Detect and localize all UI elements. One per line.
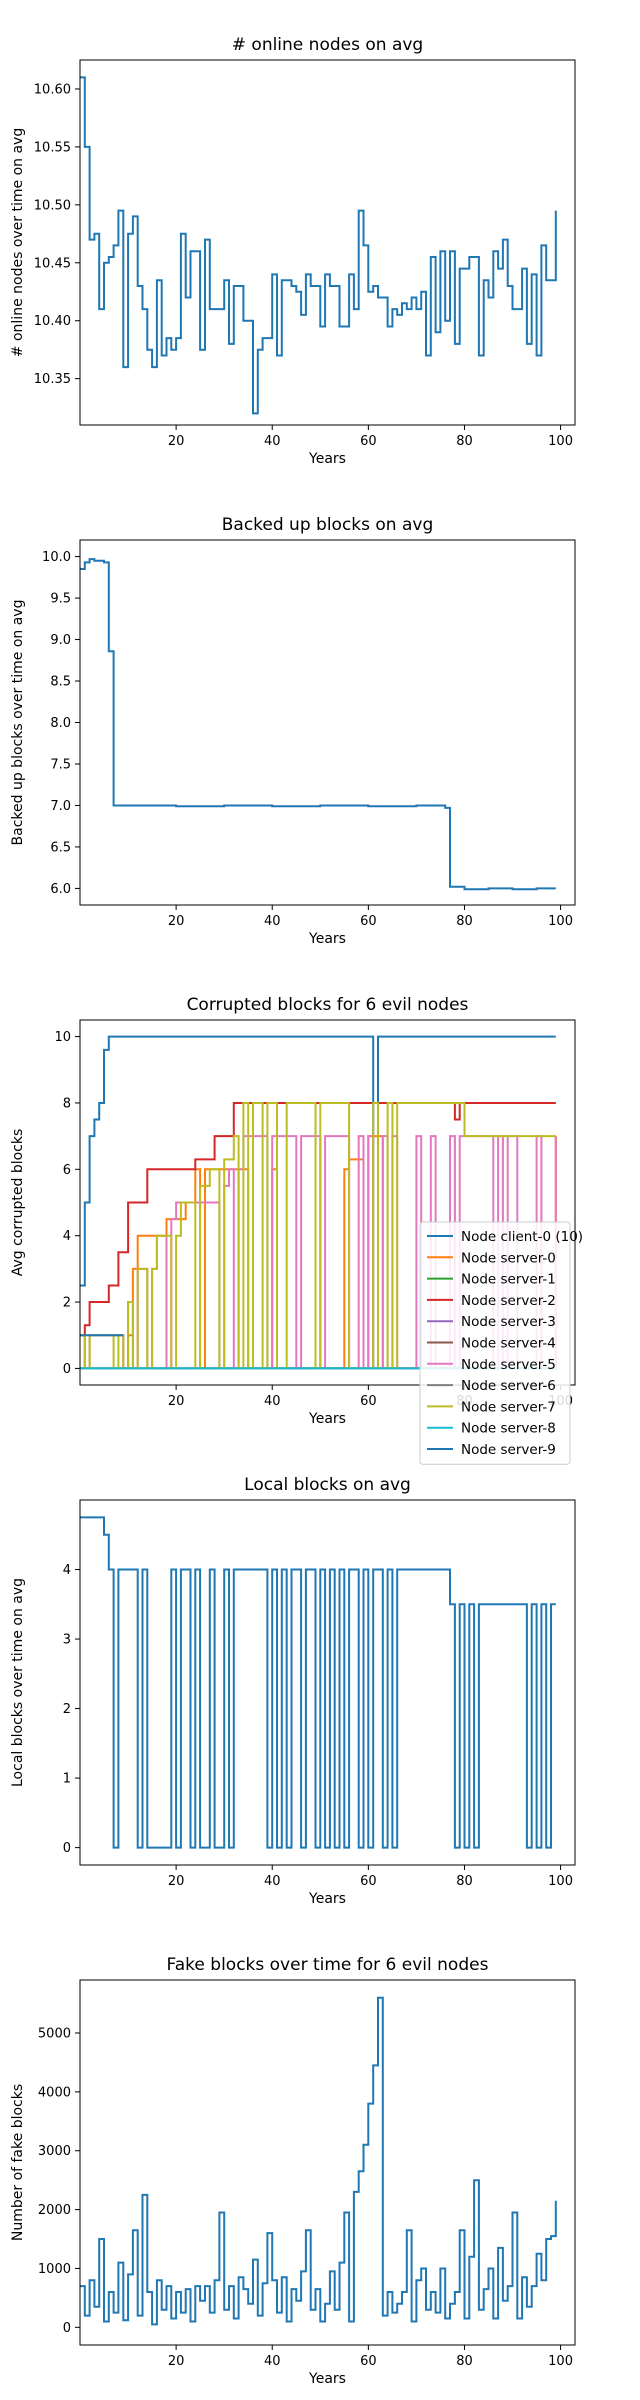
legend-entry: Node server-7 xyxy=(461,1399,556,1415)
y-tick-label: 7.0 xyxy=(50,799,71,814)
chart-title: Fake blocks over time for 6 evil nodes xyxy=(167,1955,489,1975)
legend-entry: Node server-3 xyxy=(461,1314,556,1330)
y-tick-label: 4 xyxy=(63,1229,71,1244)
chart-panel-5: Fake blocks over time for 6 evil nodes 20… xyxy=(10,1955,576,2387)
x-axis-label: Years xyxy=(308,2371,346,2387)
x-tick-label: 100 xyxy=(548,914,573,929)
legend-entry: Node server-8 xyxy=(461,1421,556,1437)
x-tick-label: 80 xyxy=(456,2354,473,2369)
legend: Node client-0 (10) Node server-0 Node serv… xyxy=(419,1221,583,1465)
legend-entry: Node server-1 xyxy=(461,1272,556,1288)
x-tick-label: 80 xyxy=(456,914,473,929)
y-tick-label: 1 xyxy=(63,1772,71,1787)
y-tick-label: 2 xyxy=(63,1702,71,1717)
y-tick-label: 10.40 xyxy=(34,314,71,329)
y-axis-label: # online nodes over time on avg xyxy=(10,128,26,357)
y-tick-label: 0 xyxy=(63,1841,71,1856)
y-tick-label: 4000 xyxy=(38,2085,71,2100)
y-axis-label: Backed up blocks over time on avg xyxy=(10,600,26,846)
x-tick-label: 100 xyxy=(548,1874,573,1889)
x-tick-label: 20 xyxy=(168,1394,185,1409)
plot-frame xyxy=(79,1979,576,2346)
x-tick-label: 60 xyxy=(360,1874,377,1889)
x-axis-label: Years xyxy=(308,451,346,467)
y-axis-label: Avg corrupted blocks xyxy=(10,1129,26,1277)
chart-title: Corrupted blocks for 6 evil nodes xyxy=(187,995,469,1015)
y-tick-label: 10 xyxy=(54,1030,71,1045)
chart-title: Backed up blocks on avg xyxy=(222,515,434,535)
y-tick-label: 3 xyxy=(63,1633,71,1648)
x-tick-label: 20 xyxy=(168,914,185,929)
y-tick-label: 9.0 xyxy=(50,633,71,648)
legend-entry: Node client-0 (10) xyxy=(461,1229,583,1245)
y-tick-label: 6 xyxy=(63,1163,71,1178)
legend-entry: Node server-5 xyxy=(461,1357,556,1373)
y-tick-label: 10.45 xyxy=(34,256,71,271)
y-tick-label: 8 xyxy=(63,1096,71,1111)
x-tick-label: 100 xyxy=(548,2354,573,2369)
y-tick-label: 8.0 xyxy=(50,716,71,731)
y-tick-label: 7.5 xyxy=(50,757,71,772)
x-tick-label: 40 xyxy=(264,2354,281,2369)
y-tick-label: 10.0 xyxy=(42,550,71,565)
legend-entry: Node server-6 xyxy=(461,1378,556,1394)
plot-frame xyxy=(79,1019,576,1386)
chart-title: # online nodes on avg xyxy=(232,35,423,55)
y-tick-label: 6.0 xyxy=(50,882,71,897)
y-tick-label: 2000 xyxy=(38,2203,71,2218)
y-tick-label: 10.60 xyxy=(34,82,71,97)
x-tick-label: 60 xyxy=(360,1394,377,1409)
y-tick-label: 10.50 xyxy=(34,198,71,213)
x-tick-label: 80 xyxy=(456,434,473,449)
legend-entry: Node server-4 xyxy=(461,1336,556,1352)
x-tick-label: 60 xyxy=(360,2354,377,2369)
x-tick-label: 100 xyxy=(548,434,573,449)
x-axis-label: Years xyxy=(308,931,346,947)
x-axis-label: Years xyxy=(308,1891,346,1907)
series-line-1 xyxy=(80,76,557,415)
x-tick-label: 40 xyxy=(264,434,281,449)
x-tick-label: 40 xyxy=(264,1874,281,1889)
y-tick-label: 6.5 xyxy=(50,840,71,855)
y-tick-label: 4 xyxy=(63,1563,71,1578)
y-axis-label: Number of fake blocks xyxy=(10,2084,26,2241)
plot-frame xyxy=(79,59,576,426)
y-axis-label: Local blocks over time on avg xyxy=(10,1578,26,1787)
chart-title: Local blocks on avg xyxy=(244,1475,411,1495)
y-tick-label: 1000 xyxy=(38,2262,71,2277)
x-tick-label: 20 xyxy=(168,2354,185,2369)
x-tick-label: 40 xyxy=(264,1394,281,1409)
series-line-1 xyxy=(80,1516,556,1849)
y-tick-label: 9.5 xyxy=(50,592,71,607)
x-tick-label: 80 xyxy=(456,1874,473,1889)
plot-frame xyxy=(79,1499,576,1866)
chart-panel-2: Backed up blocks on avg 20 40 60 80 100 6.0 6.5… xyxy=(10,515,576,947)
legend-entry: Node server-2 xyxy=(461,1293,556,1309)
legend-box xyxy=(419,1221,571,1465)
y-tick-label: 0 xyxy=(63,1362,71,1377)
chart-panel-4: Local blocks on avg 20 40 60 80 100 0 1 2 3 4 Years… xyxy=(10,1475,576,1907)
legend-entry: Node server-0 xyxy=(461,1250,556,1266)
series-line-1 xyxy=(80,1996,557,2326)
x-axis-label: Years xyxy=(308,1411,346,1427)
y-tick-label: 8.5 xyxy=(50,675,71,690)
chart-panel-3: Corrupted blocks for 6 evil nodes2040608… xyxy=(10,995,583,1465)
x-tick-label: 20 xyxy=(168,1874,185,1889)
y-tick-label: 0 xyxy=(63,2321,71,2336)
legend-entry: Node server-9 xyxy=(461,1442,556,1458)
x-tick-label: 60 xyxy=(360,914,377,929)
y-tick-label: 3000 xyxy=(38,2144,71,2159)
y-tick-label: 10.55 xyxy=(34,140,71,155)
chart-panel-1: # online nodes on avg 20 40 60 80 100 10.35 10.… xyxy=(10,35,576,467)
x-tick-label: 40 xyxy=(264,914,281,929)
series-line-1 xyxy=(80,558,556,891)
y-tick-label: 5000 xyxy=(38,2026,71,2041)
x-tick-label: 60 xyxy=(360,434,377,449)
plot-frame xyxy=(79,539,576,906)
y-tick-label: 10.35 xyxy=(34,372,71,387)
x-tick-label: 20 xyxy=(168,434,185,449)
y-tick-label: 2 xyxy=(63,1296,71,1311)
